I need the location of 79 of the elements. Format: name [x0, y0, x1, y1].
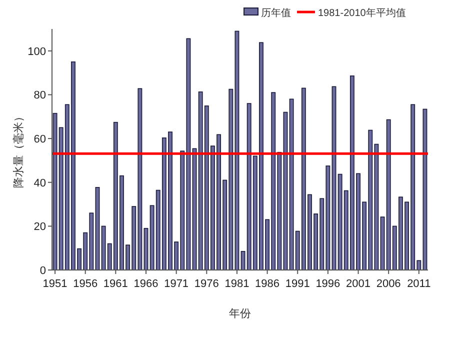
- bar: [240, 250, 246, 270]
- bar: [132, 206, 136, 270]
- bar: [71, 61, 76, 270]
- bar: [234, 30, 240, 270]
- bar: [107, 243, 112, 270]
- bar: [138, 88, 142, 270]
- x-tick-label: 1961: [103, 278, 128, 290]
- x-tick-label: 2001: [346, 278, 370, 290]
- bar: [101, 226, 106, 270]
- bar: [410, 104, 416, 270]
- y-tick-label: 40: [34, 177, 46, 190]
- bar: [210, 146, 215, 270]
- bar: [120, 175, 124, 270]
- bar: [228, 88, 234, 270]
- bar: [174, 242, 179, 270]
- bar: [77, 248, 82, 270]
- bar: [156, 190, 160, 270]
- bar: [180, 150, 185, 270]
- bar: [150, 205, 154, 270]
- bar: [392, 226, 397, 270]
- bar: [301, 88, 306, 270]
- bar: [289, 98, 294, 270]
- bar: [259, 42, 264, 270]
- y-tick-label: 20: [34, 221, 46, 234]
- bar: [344, 190, 348, 270]
- y-axis-title: 降水量（毫米）: [12, 111, 25, 188]
- bar: [168, 132, 172, 270]
- bar: [295, 230, 300, 270]
- bar: [89, 212, 94, 270]
- x-tick-label: 1951: [42, 278, 68, 290]
- bar: [350, 75, 354, 270]
- x-tick-label: 1981: [224, 278, 250, 290]
- bar: [246, 103, 252, 270]
- bar: [113, 122, 118, 270]
- bar: [64, 104, 70, 270]
- bar: [216, 134, 221, 270]
- bar: [338, 174, 342, 270]
- bar: [404, 202, 409, 270]
- bar: [198, 91, 203, 270]
- bar: [126, 244, 130, 270]
- bar: [368, 130, 373, 270]
- bar: [416, 260, 422, 270]
- bar: [356, 173, 360, 270]
- x-tick-label: 1996: [316, 278, 340, 290]
- bar: [252, 156, 258, 270]
- x-tick-label: 2011: [407, 278, 431, 290]
- bar: [162, 137, 166, 270]
- bar: [422, 108, 428, 270]
- y-tick-label: 60: [34, 134, 46, 146]
- bar: [320, 198, 324, 270]
- legend-label: 历年值: [261, 7, 291, 19]
- x-tick-label: 2006: [376, 278, 401, 290]
- x-tick-label: 1966: [134, 278, 158, 290]
- x-tick-label: 1976: [194, 278, 219, 290]
- bar: [362, 202, 367, 270]
- x-tick-label: 1991: [285, 278, 310, 290]
- bar: [398, 196, 403, 270]
- y-tick-label: 80: [34, 90, 46, 102]
- x-tick-label: 1971: [164, 278, 189, 290]
- bar: [386, 119, 391, 270]
- bar: [222, 180, 228, 270]
- y-tick-label: 100: [28, 46, 46, 58]
- bar: [374, 144, 379, 270]
- bar: [58, 127, 64, 270]
- y-tick-label: 0: [40, 265, 46, 277]
- bar: [271, 92, 276, 270]
- bar: [277, 152, 282, 270]
- bar: [265, 219, 270, 270]
- bar: [314, 214, 318, 270]
- x-axis-title: 年份: [229, 308, 251, 320]
- bar: [83, 232, 88, 270]
- legend-label: 1981-2010年平均值: [318, 7, 406, 19]
- x-tick-label: 1986: [255, 278, 280, 290]
- bar: [308, 194, 312, 270]
- bar: [326, 166, 330, 270]
- x-tick-label: 1956: [73, 278, 98, 290]
- bar: [204, 106, 209, 270]
- bar: [52, 112, 58, 270]
- bar: [186, 38, 191, 270]
